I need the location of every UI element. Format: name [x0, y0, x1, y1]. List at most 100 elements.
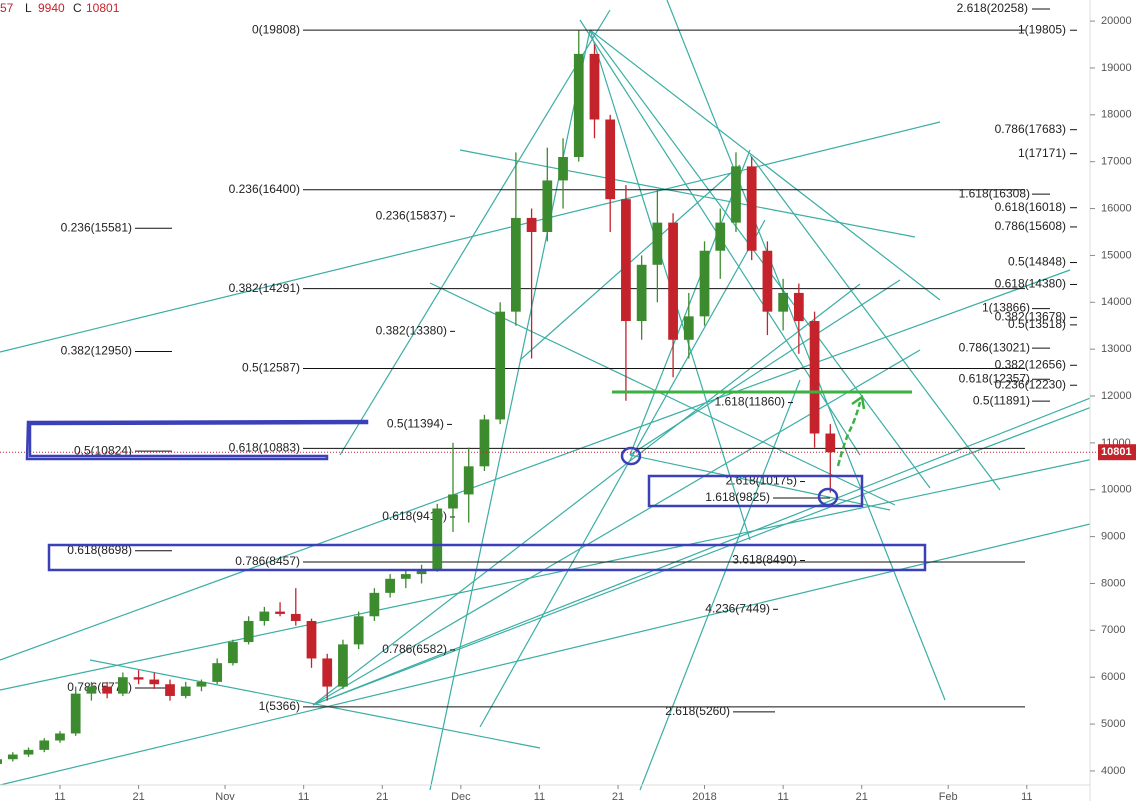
- fib-label: 0.236(16400): [229, 182, 300, 196]
- highlight-box: [647, 474, 864, 508]
- header-fragment: 57: [0, 1, 14, 15]
- x-tick-label: 21: [856, 791, 868, 801]
- fib-label: 0.5(11891): [973, 393, 1030, 407]
- fib-label: 0.5(14848): [1008, 255, 1066, 269]
- y-tick-label: 4000: [1101, 765, 1125, 777]
- fib-label: 0.382(14291): [229, 281, 300, 295]
- x-tick-label: Nov: [215, 791, 235, 801]
- drawings: [25, 390, 927, 572]
- x-tick-label: Feb: [939, 791, 958, 801]
- candle-body: [746, 166, 757, 251]
- trend-line: [629, 454, 891, 511]
- candle-body: [196, 681, 207, 687]
- candle-body: [259, 611, 270, 621]
- x-tick-label: 2018: [692, 791, 716, 801]
- fib-label: 0.786(6582): [382, 642, 447, 656]
- candle-body: [400, 574, 411, 579]
- candle-body: [23, 749, 34, 755]
- trend-line: [589, 29, 941, 301]
- fib-label: 0.618(10883): [229, 441, 300, 455]
- trend-line: [312, 389, 1136, 706]
- y-tick-label: 18000: [1101, 109, 1132, 121]
- candle-body: [55, 733, 65, 741]
- fib-label: 0.382(12656): [995, 357, 1066, 371]
- fib-label: 2.618(20258): [957, 1, 1028, 15]
- candle-body: [0, 759, 2, 764]
- candle-body: [778, 292, 789, 312]
- fib-label: 0.236(12230): [995, 377, 1066, 391]
- fib-label: 0.618(8698): [67, 543, 132, 557]
- fib-label: 0.618(9419): [382, 509, 447, 523]
- candle-body: [448, 494, 458, 509]
- trend-line: [749, 154, 1001, 491]
- price-tag: [1098, 444, 1136, 461]
- header-close: 10801: [86, 1, 120, 15]
- fib-label: 1.618(16308): [959, 186, 1030, 200]
- x-tick-label: 11: [777, 791, 788, 801]
- candle-body: [290, 613, 301, 621]
- candle-body: [180, 686, 191, 696]
- candle-body: [652, 222, 663, 265]
- fib-label: 3.618(8490): [732, 553, 797, 567]
- candle-body: [306, 620, 317, 659]
- candle-body: [133, 677, 144, 680]
- candle-body: [86, 686, 97, 694]
- trend-line: [312, 283, 861, 706]
- trend-line: [479, 219, 766, 728]
- candle-body: [699, 250, 710, 317]
- candle-body: [416, 569, 427, 575]
- candle-body: [715, 222, 726, 251]
- fib-label: 1(19805): [1018, 22, 1066, 36]
- candle-body: [511, 217, 521, 312]
- trend-line: [666, 0, 946, 701]
- arrow-head: [851, 394, 866, 410]
- candle-body: [338, 644, 348, 687]
- fib-label: 0.786(5770): [67, 680, 132, 694]
- trend-line: [459, 149, 916, 238]
- candle-body: [70, 693, 81, 734]
- x-tick-label: Dec: [451, 791, 471, 801]
- y-tick-label: 9000: [1101, 531, 1125, 543]
- fib-label: 1.618(9825): [705, 490, 770, 504]
- candle-body: [7, 754, 18, 760]
- candle-body: [495, 311, 506, 420]
- fib-label: 1(5366): [259, 699, 300, 713]
- candle-body: [809, 321, 820, 434]
- trend-line: [429, 282, 896, 506]
- candle-body: [558, 157, 568, 181]
- fib-label: 0.5(10824): [74, 443, 132, 457]
- candle-body: [683, 316, 694, 340]
- fib-label: 0.618(12357): [959, 371, 1030, 385]
- fib-label: 0.236(15581): [61, 220, 132, 234]
- candle-body: [39, 740, 50, 750]
- candle-body: [102, 686, 113, 694]
- trend-line: [0, 512, 1136, 786]
- trend-line: [312, 379, 1136, 706]
- y-tick-label: 15000: [1101, 249, 1132, 261]
- fib-label: 1.618(11860): [715, 395, 786, 409]
- candle-body: [636, 264, 647, 322]
- x-tick-label: 11: [534, 791, 545, 801]
- candle-body: [275, 611, 285, 614]
- candle-body: [117, 677, 128, 694]
- fib-label: 0.5(13518): [1008, 317, 1066, 331]
- x-tick-label: 11: [54, 791, 65, 801]
- x-tick-label: 21: [612, 791, 624, 801]
- y-axis-panel: [1090, 0, 1136, 801]
- fib-label: 0.5(11394): [387, 417, 444, 431]
- fib-label: 0(19808): [252, 22, 300, 36]
- fib-label: 0.786(8457): [235, 554, 300, 568]
- candle-body: [526, 217, 537, 232]
- y-tick-label: 12000: [1101, 390, 1132, 402]
- x-tick-label: 11: [1021, 791, 1032, 801]
- y-tick-label: 19000: [1101, 62, 1132, 74]
- trend-line: [0, 121, 941, 353]
- y-tick-label: 17000: [1101, 156, 1132, 168]
- candle-body: [385, 578, 395, 593]
- x-tick-label: 11: [298, 791, 309, 801]
- candle-body: [212, 663, 223, 682]
- x-tick-label: 21: [376, 791, 388, 801]
- price-tag-label: 10801: [1101, 446, 1132, 458]
- candle-body: [573, 53, 584, 157]
